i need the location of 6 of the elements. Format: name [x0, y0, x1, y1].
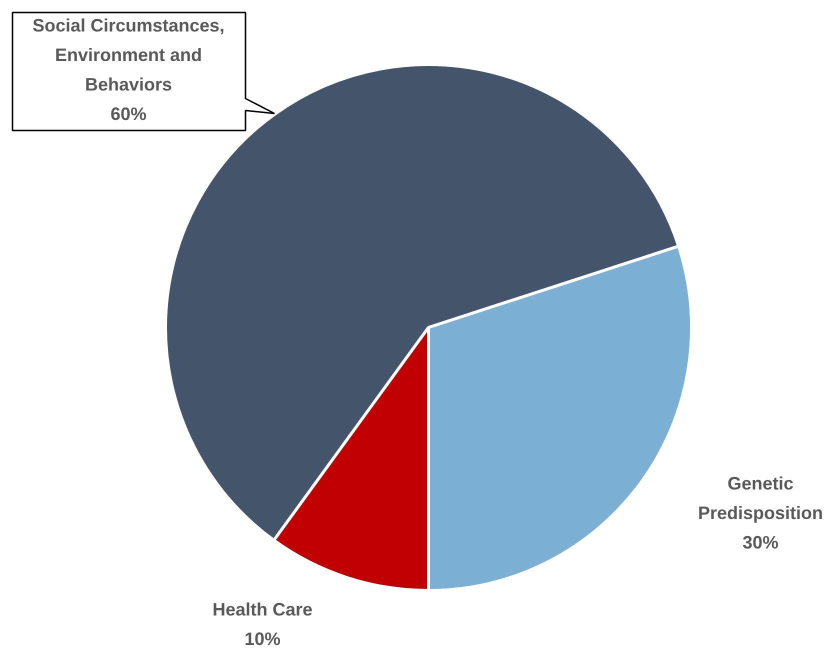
- slice-label: Genetic Predisposition: [698, 474, 824, 523]
- data-label: 60%: [110, 104, 147, 124]
- slice-label: Social Circumstances, Environment and Behaviors: [32, 16, 225, 94]
- data-label: 30%: [742, 532, 779, 552]
- slice-label: Health Care: [212, 600, 313, 620]
- data-label: 10%: [244, 629, 281, 648]
